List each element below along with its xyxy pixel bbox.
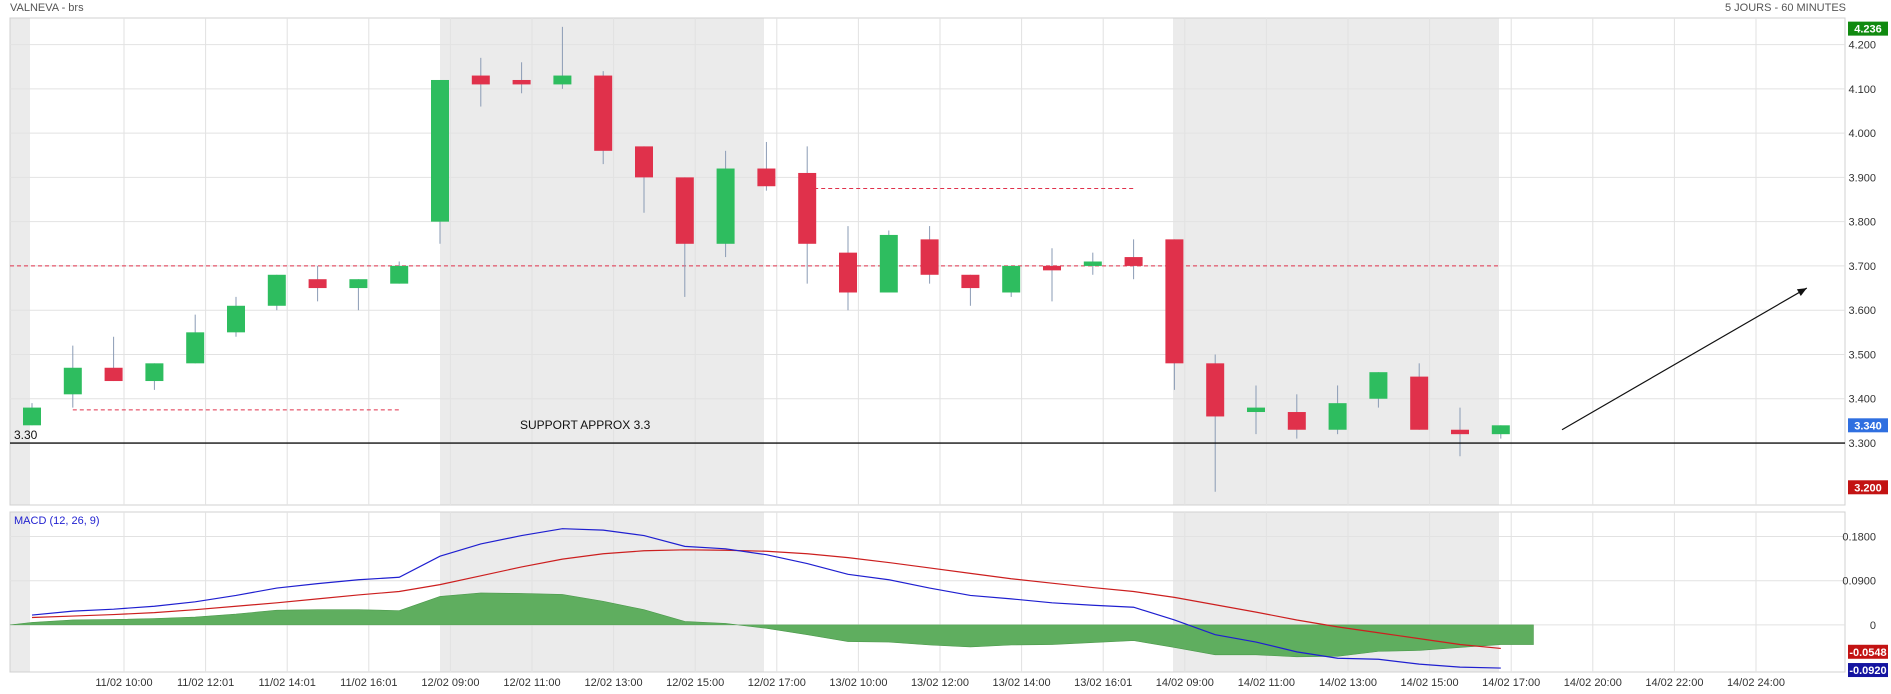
candle-down — [594, 75, 613, 151]
period-label[interactable]: 5 JOURS - 60 MINUTES — [1724, 2, 1846, 14]
x-tick-label: 12/02 15:00 — [666, 677, 724, 689]
high-price-badge-text: 4.236 — [1854, 24, 1882, 36]
low-price-badge-text: 3.200 — [1854, 482, 1882, 494]
macd-value-badge-text: -0.0920 — [1849, 665, 1886, 677]
candle-down — [675, 177, 694, 244]
macd-y-tick-label: 0.0900 — [1842, 576, 1876, 588]
candle-down — [757, 168, 776, 187]
candle-down — [512, 79, 531, 85]
candle-down — [471, 75, 490, 85]
candle-up — [431, 79, 449, 222]
candle-down — [1410, 376, 1429, 430]
candle-up — [267, 274, 286, 306]
candle-up — [553, 75, 572, 85]
x-tick-label: 12/02 09:00 — [421, 677, 479, 689]
x-tick-label: 14/02 22:00 — [1645, 677, 1703, 689]
y-tick-label: 3.900 — [1848, 172, 1876, 184]
candle-down — [1165, 239, 1184, 364]
x-tick-label: 14/02 24:00 — [1727, 677, 1785, 689]
candle-up — [1247, 407, 1265, 413]
candle-up — [23, 407, 41, 426]
candle-down — [104, 367, 123, 382]
macd-panel-border — [9, 511, 1846, 673]
trend-arrow-head — [1796, 288, 1807, 297]
y-tick-label: 4.100 — [1848, 84, 1876, 96]
last-price-badge-text: 3.340 — [1854, 420, 1882, 432]
candle-up — [186, 332, 205, 364]
candle-down — [1043, 265, 1061, 271]
y-tick-label: 3.500 — [1848, 349, 1876, 361]
macd-signal-line — [31, 549, 1501, 650]
x-tick-label: 14/02 09:00 — [1156, 677, 1214, 689]
x-tick-label: 11/02 16:01 — [340, 677, 397, 689]
x-tick-label: 14/02 11:00 — [1238, 677, 1295, 689]
macd-y-tick-label: 0.1800 — [1842, 532, 1876, 544]
y-tick-label: 3.700 — [1848, 261, 1876, 273]
session-shade — [10, 18, 30, 505]
session-shade — [440, 512, 764, 672]
x-tick-label: 13/02 10:00 — [829, 677, 887, 689]
x-tick-label: 11/02 14:01 — [259, 677, 316, 689]
y-tick-label: 3.400 — [1848, 394, 1876, 406]
macd-histogram — [9, 592, 1534, 658]
macd-y-tick-label: 0 — [1870, 620, 1876, 632]
x-tick-label: 12/02 13:00 — [585, 677, 643, 689]
high-price-badge — [1848, 21, 1888, 36]
low-price-badge — [1848, 480, 1888, 495]
candle-down — [635, 146, 653, 178]
x-tick-label: 12/02 17:00 — [748, 677, 806, 689]
y-tick-label: 3.300 — [1848, 438, 1876, 450]
x-tick-label: 14/02 20:00 — [1564, 677, 1622, 689]
x-tick-label: 13/02 16:01 — [1074, 677, 1132, 689]
macd-signal-badge-text: -0.0548 — [1849, 647, 1886, 659]
candle-up — [145, 363, 164, 382]
x-tick-label: 13/02 14:00 — [993, 677, 1051, 689]
candle-down — [798, 172, 817, 244]
y-tick-label: 4.000 — [1848, 128, 1876, 140]
candle-down — [1206, 363, 1225, 417]
candle-up — [349, 279, 368, 289]
y-tick-label: 3.800 — [1848, 217, 1876, 229]
instrument-title: VALNEVA - brs — [10, 2, 84, 14]
price-panel-border — [9, 17, 1846, 506]
candle-down — [1451, 429, 1469, 435]
y-tick-label: 4.200 — [1848, 40, 1876, 52]
candle-down — [839, 252, 857, 293]
trend-arrow — [1561, 287, 1808, 431]
x-tick-label: 14/02 15:00 — [1401, 677, 1459, 689]
macd-title: MACD (12, 26, 9) — [14, 515, 100, 527]
x-tick-label: 11/02 12:01 — [177, 677, 234, 689]
x-tick-label: 14/02 13:00 — [1319, 677, 1377, 689]
support-level-label: 3.30 — [14, 428, 38, 442]
x-tick-label: 12/02 11:00 — [503, 677, 560, 689]
candle-up — [63, 367, 82, 395]
candle-up — [1328, 403, 1347, 430]
candle-down — [1287, 412, 1306, 430]
y-tick-label: 3.600 — [1848, 305, 1876, 317]
candle-down — [920, 239, 939, 275]
macd-signal-badge — [1848, 644, 1888, 659]
support-annotation: SUPPORT APPROX 3.3 — [520, 418, 651, 432]
candle-up — [1002, 265, 1021, 293]
macd-line — [31, 528, 1501, 669]
session-shade — [10, 512, 30, 672]
candle-up — [1491, 425, 1510, 435]
session-shade — [1173, 18, 1499, 505]
x-tick-label: 13/02 12:00 — [911, 677, 969, 689]
candle-up — [716, 168, 735, 244]
last-price-badge — [1848, 418, 1888, 433]
candle-up — [1083, 261, 1102, 266]
macd-value-badge — [1848, 663, 1888, 678]
candle-up — [879, 234, 898, 293]
candle-up — [1369, 372, 1388, 399]
x-tick-label: 11/02 10:00 — [95, 677, 152, 689]
candle-up — [227, 305, 245, 333]
x-tick-label: 14/02 17:00 — [1482, 677, 1540, 689]
candle-down — [1124, 257, 1143, 266]
candle-up — [390, 265, 409, 284]
candle-down — [961, 274, 980, 289]
candle-down — [308, 279, 327, 289]
